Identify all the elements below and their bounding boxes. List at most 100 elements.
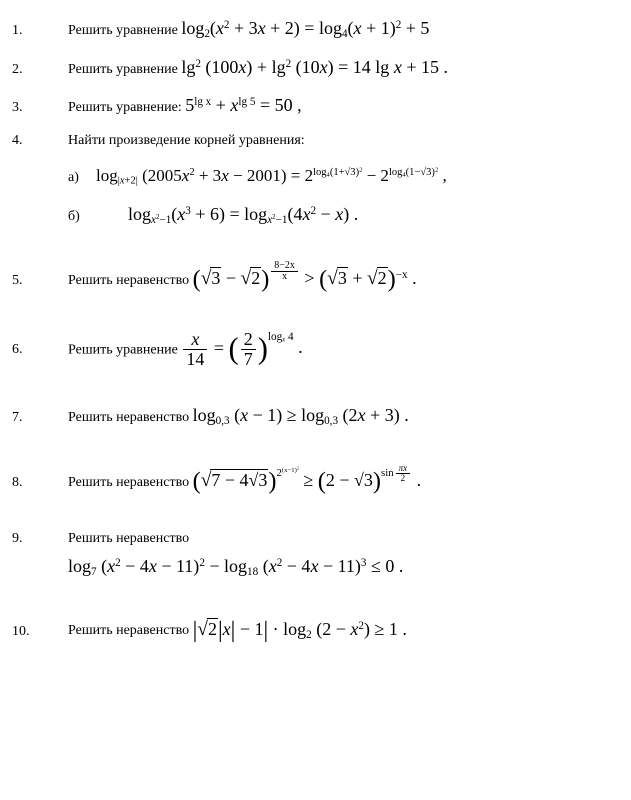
fraction: 8−2xx	[271, 261, 298, 283]
var: x	[320, 57, 328, 77]
var: x	[191, 329, 199, 349]
problem-4a: а) log|x+2| (2005x2 + 3x − 2001) = 2log4…	[68, 166, 611, 188]
t: 7 − 4√3	[210, 469, 268, 490]
problem-number: 3.	[12, 100, 68, 117]
var: x	[358, 405, 366, 425]
t: −1	[159, 214, 171, 226]
sup: −x	[396, 269, 408, 281]
t: (2005	[138, 166, 182, 185]
lead-text: Решить неравенство	[68, 624, 193, 639]
equation-4a: log|x+2| (2005x2 + 3x − 2001) = 2log4(1+…	[96, 166, 447, 188]
sup: sinπx2	[381, 467, 412, 479]
t: (1−√3)	[406, 167, 435, 178]
t: 2	[377, 267, 388, 288]
t: 2 − √3	[326, 470, 373, 490]
sup: logx 4	[268, 331, 294, 343]
var: x	[240, 405, 248, 425]
problem-content: Решить неравенство |2|x| − 1| · log2 (2 …	[68, 615, 611, 643]
problem-4b: б) logx2−1(x3 + 6) = logx2−1(4x2 − x) .	[68, 204, 611, 227]
lead-text: Решить уравнение	[68, 23, 181, 38]
var: x	[269, 556, 277, 576]
problem-number: 1.	[12, 23, 68, 40]
sup: 2(x−1)2	[276, 467, 298, 479]
t: − log	[205, 556, 247, 576]
problem-number: 10.	[12, 624, 68, 641]
t: (	[258, 556, 269, 576]
t: .	[408, 268, 417, 288]
sub: x2−1	[267, 214, 287, 226]
sub: 0,3	[324, 414, 338, 426]
sub: x2−1	[151, 214, 171, 226]
sub: 18	[247, 566, 258, 578]
t: − 1) ≥ log	[248, 405, 324, 425]
t: log	[268, 331, 282, 343]
problem-content: Решить уравнение: 5lg x + xlg 5 = 50 ,	[68, 95, 611, 117]
fraction: x14	[183, 330, 207, 369]
t: 5	[185, 95, 194, 115]
problem-9: 9. Решить неравенство	[12, 531, 611, 548]
var: x	[258, 18, 266, 38]
t: − 1	[235, 619, 263, 639]
t: >	[300, 268, 319, 288]
problem-content: Решить неравенство (7 − 4√3)2(x−1)2 ≥ (2…	[68, 464, 611, 496]
t: (	[97, 556, 108, 576]
var: x	[394, 57, 402, 77]
problem-9-body: log7 (x2 − 4x − 11)2 − log18 (x2 − 4x − …	[12, 556, 611, 579]
t: ) ≥ 1 .	[364, 619, 407, 639]
t: (10	[291, 57, 320, 77]
t: (	[230, 405, 241, 425]
t: + 15 .	[402, 57, 448, 77]
t: 2	[207, 618, 218, 639]
equation-6: x14 = (27)logx 4 .	[181, 337, 302, 357]
t: + 1)	[362, 18, 396, 38]
t: .	[298, 337, 303, 357]
problem-8: 8. Решить неравенство (7 − 4√3)2(x−1)2 ≥…	[12, 464, 611, 496]
problem-number: 4.	[12, 133, 68, 150]
sup: (x−1)2	[282, 467, 299, 474]
problem-number: 8.	[12, 475, 68, 492]
lead-text: Решить уравнение	[68, 342, 181, 357]
t: (1+√3)	[330, 167, 359, 178]
problem-number: 6.	[12, 342, 68, 359]
t: −x	[396, 269, 408, 281]
var: x	[223, 619, 231, 639]
equation-9: log7 (x2 − 4x − 11)2 − log18 (x2 − 4x − …	[68, 556, 611, 579]
t: + 2) = log	[266, 18, 342, 38]
t: + 6) = log	[191, 204, 267, 224]
fraction: πx2	[396, 464, 411, 484]
t: +2|	[125, 175, 138, 186]
var: x	[107, 556, 115, 576]
equation-2: lg2 (100x) + lg2 (10x) = 14 lg x + 15 .	[181, 57, 448, 77]
t: +	[348, 268, 367, 288]
paren: (	[318, 467, 326, 494]
fraction: 27	[241, 330, 256, 369]
t: = 50 ,	[255, 95, 301, 115]
var: x	[221, 166, 229, 185]
t: ≤ 0 .	[367, 556, 404, 576]
paren: (	[193, 467, 201, 494]
problem-content: Найти произведение корней уравнения: а) …	[68, 133, 611, 237]
t: 7	[241, 350, 256, 369]
var: x	[149, 556, 157, 576]
problem-number: 9.	[12, 531, 68, 548]
lead-text: Решить уравнение:	[68, 100, 185, 115]
t: − 4	[282, 556, 310, 576]
problem-2: 2. Решить уравнение lg2 (100x) + lg2 (10…	[12, 57, 611, 79]
problem-4: 4. Найти произведение корней уравнения: …	[12, 133, 611, 237]
problem-content: Решить уравнение log2(x2 + 3x + 2) = log…	[68, 18, 611, 41]
t: 2	[241, 330, 256, 350]
t: (2 −	[312, 619, 351, 639]
t: ,	[438, 166, 447, 185]
problem-content: Решить уравнение x14 = (27)logx 4 .	[68, 330, 611, 369]
equation-8: (7 − 4√3)2(x−1)2 ≥ (2 − √3)sinπx2 .	[193, 470, 422, 490]
paren: (	[319, 266, 327, 293]
lead-text: Найти произведение корней уравнения:	[68, 133, 305, 148]
t: ≥	[303, 470, 317, 490]
t: ) = 14 lg	[328, 57, 394, 77]
t: (x−1)	[282, 467, 297, 474]
t: −	[221, 268, 240, 288]
problem-content: Решить неравенство (3 − 2)8−2xx > (3 + 2…	[68, 261, 611, 294]
t: ) .	[343, 204, 358, 224]
t: x	[271, 272, 298, 283]
t: (2	[338, 405, 358, 425]
